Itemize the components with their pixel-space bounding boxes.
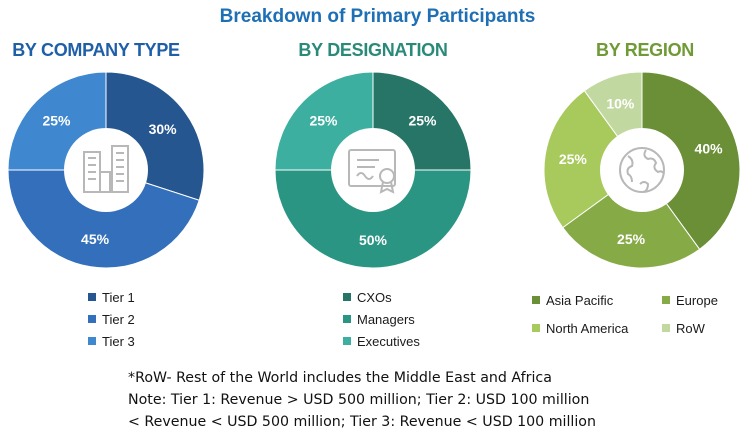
data-label-tier-3: 25% (42, 113, 71, 129)
legend-label: RoW (676, 321, 705, 336)
donut-chart-company-type: 30% 45% 25% (7, 71, 205, 269)
legend-label: Managers (357, 312, 415, 327)
page-title: Breakdown of Primary Participants (219, 6, 536, 27)
data-label-cxos: 25% (408, 113, 437, 129)
legend-item-cxos: CXOs (343, 290, 392, 306)
legend-label: Asia Pacific (546, 293, 614, 308)
legend-label: Executives (357, 334, 420, 349)
slice-europe (562, 169, 701, 269)
legend-item-managers: Managers (343, 312, 415, 328)
legend-swatch (532, 324, 540, 332)
donut-hole (600, 128, 684, 212)
chart-title-region: BY REGION (596, 40, 694, 60)
note-row-definition: *RoW- Rest of the World includes the Mid… (128, 370, 552, 386)
data-label-managers: 50% (359, 232, 388, 248)
data-label-tier-2: 45% (81, 231, 110, 247)
slice-tier-2 (7, 169, 200, 269)
note-tier-definition-2: < Revenue < USD 500 million; Tier 3: Rev… (128, 414, 596, 430)
legend-swatch (88, 315, 96, 323)
slice-north-america (543, 90, 643, 229)
legend-swatch (662, 324, 670, 332)
chart-title-designation: BY DESIGNATION (298, 40, 448, 60)
data-label-europe: 25% (617, 231, 646, 247)
legend-label: Tier 3 (102, 334, 135, 349)
legend-item-row: RoW (662, 321, 705, 337)
globe-icon (619, 147, 665, 193)
donut-chart-region: 40% 25% 25% 10% (543, 71, 741, 269)
data-label-executives: 25% (309, 113, 338, 129)
donut-hole (331, 128, 415, 212)
note-tier-definition-1: Note: Tier 1: Revenue > USD 500 million;… (128, 392, 590, 408)
legend-swatch (343, 293, 351, 301)
data-label-north-america: 25% (559, 151, 588, 167)
certificate-icon (348, 149, 396, 194)
data-label-asia-pacific: 40% (695, 140, 724, 156)
legend-label: Tier 2 (102, 312, 135, 327)
legend-item-tier-2: Tier 2 (88, 312, 135, 328)
legend-item-asia-pacific: Asia Pacific (532, 293, 613, 309)
legend-swatch (88, 337, 96, 345)
donut-chart-designation: 25% 50% 25% (274, 71, 472, 269)
data-label-row: 10% (606, 95, 635, 111)
legend-label: Tier 1 (102, 290, 135, 305)
legend-item-europe: Europe (662, 293, 718, 309)
legend-label: CXOs (357, 290, 392, 305)
legend-swatch (343, 337, 351, 345)
data-label-tier-1: 30% (149, 121, 178, 137)
legend-swatch (532, 296, 540, 304)
legend-item-tier-1: Tier 1 (88, 290, 135, 306)
donut-hole (64, 128, 148, 212)
legend-swatch (662, 296, 670, 304)
legend-item-tier-3: Tier 3 (88, 334, 135, 350)
buildings-icon (83, 145, 129, 193)
legend-item-north-america: North America (532, 321, 628, 337)
legend-item-executives: Executives (343, 334, 420, 350)
legend-label: North America (546, 321, 629, 336)
slice-asia-pacific (641, 71, 741, 250)
slice-managers (274, 169, 472, 269)
legend-swatch (88, 293, 96, 301)
legend-label: Europe (676, 293, 718, 308)
legend-swatch (343, 315, 351, 323)
chart-title-company-type: BY COMPANY TYPE (12, 40, 180, 60)
